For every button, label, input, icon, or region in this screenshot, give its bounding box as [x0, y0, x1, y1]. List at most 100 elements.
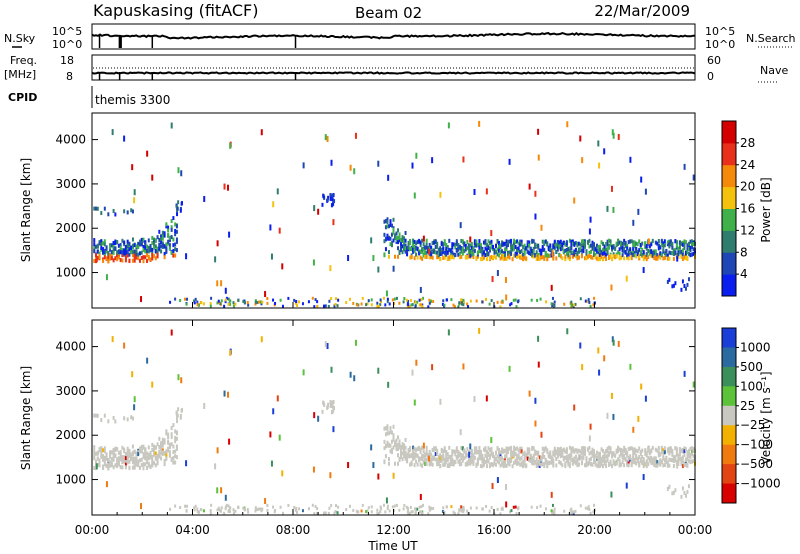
velocity-cell [687, 448, 690, 453]
velocity-cell [446, 452, 449, 457]
power-cell [543, 255, 546, 260]
power-cell [407, 240, 410, 245]
velocity-cell [690, 459, 693, 464]
velocity-cell [330, 402, 333, 407]
velocity-cell [535, 457, 538, 462]
velocity-cell [403, 446, 406, 451]
velocity-cell [586, 447, 589, 452]
velocity-cell [418, 505, 421, 509]
velocity-cell [160, 451, 163, 456]
velocity-cell [499, 463, 502, 468]
power-cell [102, 250, 105, 255]
velocity-cell [663, 446, 666, 451]
power-cell [534, 253, 537, 258]
velocity-cell [461, 458, 464, 463]
power-cell [508, 250, 511, 255]
power-cell [537, 245, 540, 250]
velocity-cell [165, 454, 168, 459]
power-cell [123, 248, 126, 253]
power-cell [384, 247, 387, 252]
velocity-cell [161, 437, 164, 442]
velocity-cell [623, 456, 626, 461]
power-cell [431, 255, 434, 260]
power-cell [460, 298, 463, 302]
power-cell [174, 242, 177, 247]
velocity-cell [565, 447, 568, 452]
power-cell [242, 299, 245, 303]
power-cell [294, 301, 297, 305]
velocity-cell [402, 507, 405, 511]
velocity-cell [117, 450, 120, 455]
velocity-cell [551, 457, 554, 464]
velocity-cell [593, 503, 596, 507]
velocity-cell [460, 509, 463, 513]
velocity-cell [398, 442, 401, 447]
power-cell [605, 247, 608, 252]
velocity-cell [434, 457, 437, 462]
power-cell [511, 245, 514, 250]
power-cell [459, 301, 462, 305]
velocity-cell [177, 374, 180, 381]
power-cell [520, 254, 523, 259]
velocity-cell [644, 461, 647, 466]
velocity-cell [111, 336, 114, 343]
power-cell [209, 304, 212, 308]
power-cell [424, 254, 427, 259]
velocity-cell [175, 446, 178, 451]
velocity-cell [596, 463, 599, 468]
power-cell [296, 303, 299, 307]
power-cell [556, 247, 559, 252]
power-cell [639, 242, 642, 247]
power-cell [687, 246, 690, 251]
power-cell [93, 259, 96, 264]
power-cell [261, 300, 264, 304]
velocity-cell [138, 449, 141, 454]
velocity-cell [395, 445, 398, 450]
velocity-cell [623, 463, 626, 468]
velocity-cell [395, 503, 398, 507]
power-cell [636, 242, 639, 247]
velocity-cell [588, 507, 591, 511]
velocity-cell [163, 438, 166, 443]
power-cell [434, 250, 437, 255]
colorbar-tick-label: −100 [740, 438, 773, 452]
power-cell [439, 257, 442, 262]
power-cell [142, 259, 145, 264]
velocity-cell [119, 457, 122, 462]
velocity-cell [196, 507, 199, 511]
velocity-cell [386, 431, 389, 436]
velocity-cell [632, 449, 635, 454]
power-cell [144, 255, 147, 260]
power-cell [254, 300, 257, 304]
colorbar-segment [722, 405, 736, 426]
power-cell [589, 249, 592, 254]
power-cell [266, 301, 269, 305]
x-tick-label: 04:00 [175, 523, 210, 537]
velocity-cell [656, 463, 659, 468]
velocity-cell [146, 465, 149, 470]
power-cell [433, 249, 436, 254]
power-cell [185, 302, 188, 306]
velocity-cell [555, 463, 558, 468]
power-cell [335, 297, 338, 301]
velocity-cell [656, 448, 659, 453]
colorbar-tick-label: 1000 [740, 340, 771, 354]
power-cell [147, 256, 150, 261]
velocity-cell [301, 509, 304, 513]
velocity-cell [224, 494, 227, 501]
velocity-cell [332, 426, 335, 433]
power-cell [495, 244, 498, 249]
velocity-cell [103, 462, 106, 467]
power-cell [400, 245, 403, 250]
velocity-cell [505, 454, 508, 459]
velocity-cell [401, 445, 404, 450]
power-cell [663, 251, 666, 256]
power-cell [406, 245, 409, 250]
date-label: 22/Mar/2009 [594, 2, 690, 20]
power-cell [156, 246, 159, 251]
power-cell [404, 243, 407, 248]
power-cell [633, 250, 636, 255]
velocity-cell [165, 456, 168, 461]
power-cell [446, 250, 449, 255]
power-cell [398, 235, 401, 240]
